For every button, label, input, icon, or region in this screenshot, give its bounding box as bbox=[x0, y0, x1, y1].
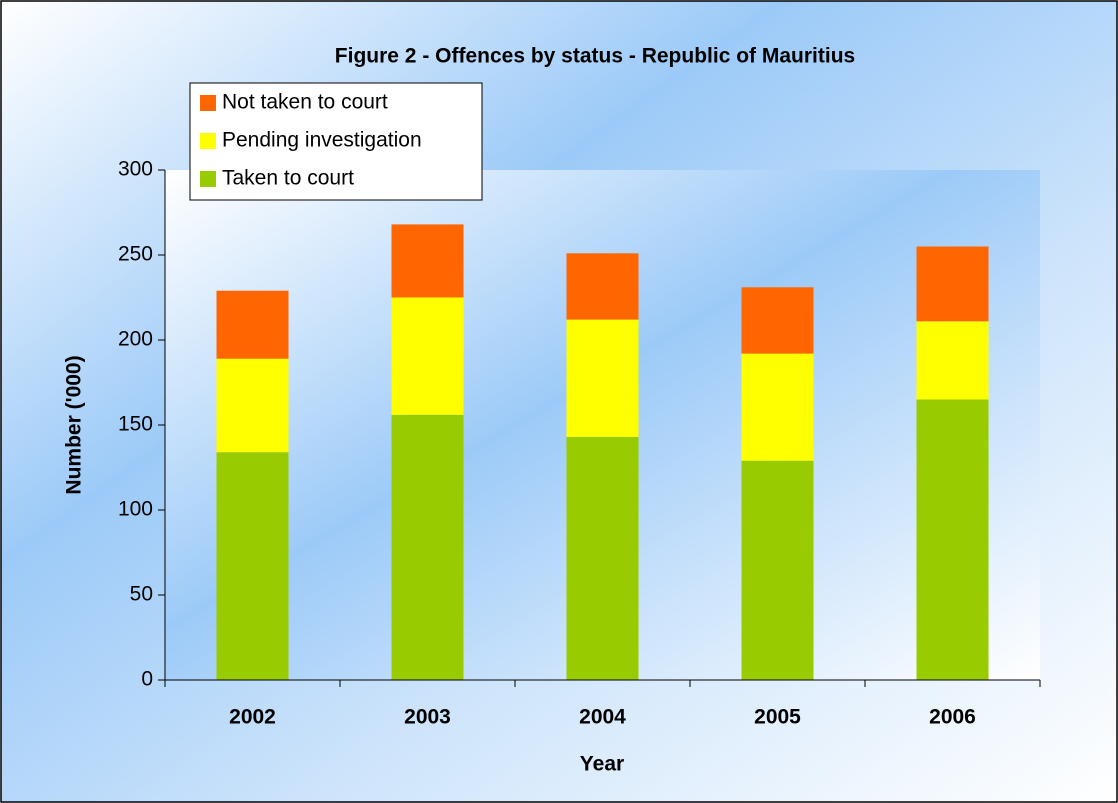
legend bbox=[189, 82, 483, 201]
y-axis-title: Number ('000) bbox=[63, 355, 86, 494]
bar-segment bbox=[391, 297, 464, 415]
bar-segment bbox=[916, 321, 989, 400]
y-tick-label: 150 bbox=[118, 413, 153, 436]
legend-swatch bbox=[200, 171, 216, 187]
bar-segment bbox=[916, 246, 989, 322]
bar-segment bbox=[916, 399, 989, 680]
bar-segment bbox=[741, 287, 814, 354]
chart-title: Figure 2 - Offences by status - Republic… bbox=[335, 45, 855, 68]
x-tick-label: 2005 bbox=[754, 706, 801, 729]
bar-segment bbox=[566, 253, 639, 320]
legend-swatch bbox=[200, 95, 216, 111]
bar-segment bbox=[391, 414, 464, 680]
bar-segment bbox=[741, 353, 814, 461]
legend-label: Taken to court bbox=[222, 167, 354, 190]
x-tick-label: 2006 bbox=[929, 706, 976, 729]
x-axis-title: Year bbox=[580, 753, 624, 776]
y-tick-label: 300 bbox=[118, 158, 153, 181]
x-tick-label: 2004 bbox=[579, 706, 626, 729]
legend-label: Pending investigation bbox=[222, 129, 422, 152]
legend-items: Not taken to court Pending investigation T… bbox=[200, 91, 422, 190]
y-tick-label: 0 bbox=[141, 668, 153, 691]
plot bbox=[216, 224, 989, 680]
bar-segment bbox=[566, 436, 639, 680]
y-tick-label: 200 bbox=[118, 328, 153, 351]
y-tick-label: 250 bbox=[118, 243, 153, 266]
y-tick-label: 100 bbox=[118, 498, 153, 521]
x-tick-label: 2003 bbox=[404, 706, 451, 729]
bar-segment bbox=[216, 290, 289, 359]
bar-segment bbox=[216, 452, 289, 680]
bar-segment bbox=[741, 460, 814, 680]
y-tick-label: 50 bbox=[130, 583, 153, 606]
bar-segment bbox=[216, 358, 289, 453]
bar-segment bbox=[566, 319, 639, 437]
legend-swatch bbox=[200, 133, 216, 149]
bar-segment bbox=[391, 224, 464, 298]
x-tick-label: 2002 bbox=[229, 706, 276, 729]
legend-label: Not taken to court bbox=[222, 91, 388, 114]
